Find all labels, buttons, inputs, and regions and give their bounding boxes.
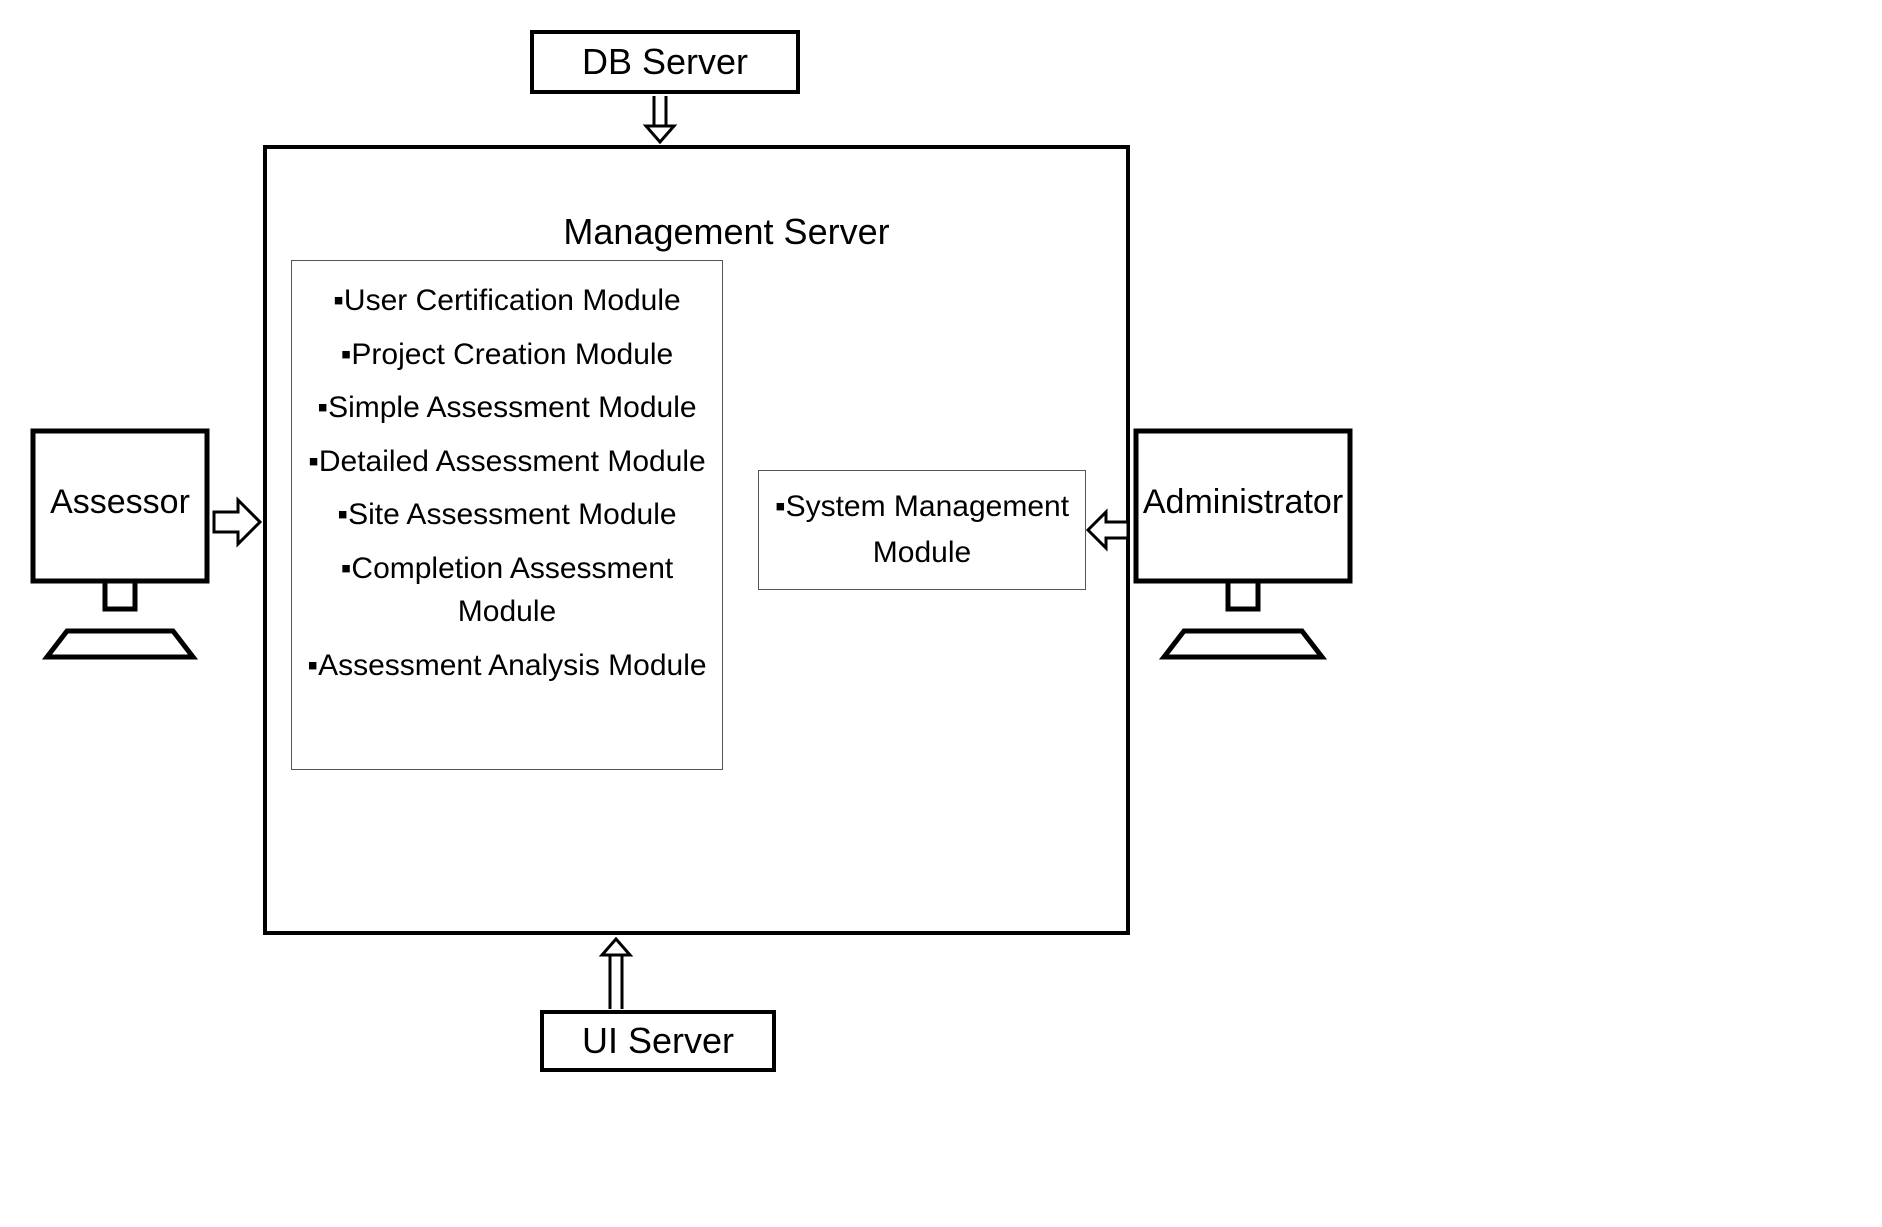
- computer-icon: [1130, 425, 1356, 685]
- diagram-canvas: DB Server Management Server ▪User Certif…: [0, 0, 1882, 1227]
- db-server-label: DB Server: [582, 41, 748, 83]
- right-module-item: ▪System Management Module: [759, 484, 1085, 577]
- arrow-right-icon: [212, 494, 262, 550]
- module-item: ▪Site Assessment Module: [298, 493, 716, 537]
- administrator-label: Administrator: [1130, 483, 1356, 522]
- module-item: ▪User Certification Module: [298, 279, 716, 323]
- ui-server-label: UI Server: [582, 1020, 734, 1062]
- computer-icon: [27, 425, 213, 685]
- assessor-node: Assessor: [27, 425, 213, 685]
- module-item: ▪Assessment Analysis Module: [298, 644, 716, 688]
- module-item: ▪Completion Assessment Module: [298, 547, 716, 634]
- administrator-node: Administrator: [1130, 425, 1356, 685]
- arrow-left-icon: [1086, 508, 1130, 552]
- module-item: ▪Detailed Assessment Module: [298, 440, 716, 484]
- db-server-box: DB Server: [530, 30, 800, 94]
- left-modules-box: ▪User Certification Module ▪Project Crea…: [291, 260, 723, 770]
- ui-server-box: UI Server: [540, 1010, 776, 1072]
- assessor-label: Assessor: [27, 483, 213, 522]
- arrow-up-icon: [596, 937, 636, 1009]
- arrow-down-icon: [640, 96, 680, 144]
- right-module-box: ▪System Management Module: [758, 470, 1086, 590]
- module-item: ▪Simple Assessment Module: [298, 386, 716, 430]
- module-item: ▪Project Creation Module: [298, 333, 716, 377]
